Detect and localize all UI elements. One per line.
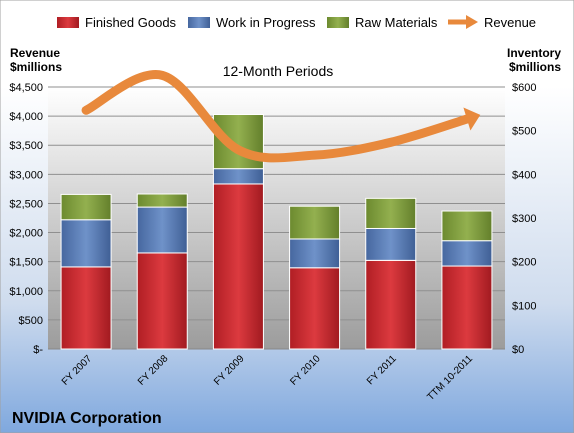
bar-work-in-progress [136,206,188,254]
bar-work-in-progress [60,219,112,268]
left-axis-ticks: $- $500 $1,000 $1,500 $2,000 $2,500 $3,000 $3,5… [9,82,43,356]
bar-raw-materials [365,197,417,229]
legend-swatch-finished-goods [57,17,79,28]
left-tick-label: $3,500 [9,140,43,152]
left-tick-label: $4,500 [9,82,43,94]
left-tick-label: $1,500 [9,257,43,269]
legend-swatch-revenue [448,15,478,29]
bar-finished-goods [60,266,112,350]
legend-label-finished-goods: Finished Goods [85,15,177,30]
bar-raw-materials [60,193,112,221]
legend-swatch-work-in-progress [188,17,210,28]
legend-label-revenue: Revenue [484,15,536,30]
right-axis-label-line1: Inventory [507,46,561,60]
left-tick-label: $500 [19,315,43,327]
chart-subtitle: 12-Month Periods [223,63,334,79]
right-tick-label: $300 [512,213,536,225]
legend-label-work-in-progress: Work in Progress [216,15,316,30]
right-axis-ticks: $0 $100 $200 $300 $400 $500 $600 [512,82,536,356]
right-tick-label: $400 [512,169,536,181]
bar-finished-goods [441,265,493,350]
bar-work-in-progress [441,240,493,267]
bar-work-in-progress [212,168,264,185]
bar-finished-goods [289,267,341,350]
legend-swatch-raw-materials [327,17,349,28]
left-axis-label-line2: $millions [10,60,62,74]
bar-work-in-progress [289,238,341,269]
bar-finished-goods [365,259,417,350]
legend: Finished Goods Work in Progress Raw Mate… [57,15,536,30]
bar-raw-materials [289,205,341,240]
right-axis-label-line2: $millions [509,60,561,74]
left-tick-label: $2,500 [9,198,43,210]
bar-stacks [60,114,493,350]
legend-label-raw-materials: Raw Materials [355,15,438,30]
bar-work-in-progress [365,227,417,261]
revenue-line-path [81,70,472,163]
revenue-line [81,70,481,163]
revenue-arrowhead [463,107,481,131]
left-tick-label: $- [33,344,43,356]
left-tick-label: $4,000 [9,111,43,123]
right-tick-label: $0 [512,344,524,356]
left-tick-label: $2,000 [9,228,43,240]
bar-finished-goods [212,183,264,350]
company-name: NVIDIA Corporation [12,410,162,427]
right-tick-label: $500 [512,126,536,138]
left-axis-label-line1: Revenue [10,46,60,60]
left-tick-label: $1,000 [9,286,43,298]
gridlines [48,86,505,350]
bar-finished-goods [136,252,188,350]
right-tick-label: $200 [512,257,536,269]
right-tick-label: $100 [512,300,536,312]
right-tick-label: $600 [512,82,536,94]
bar-raw-materials [136,193,188,208]
bar-raw-materials [441,210,493,242]
left-tick-label: $3,000 [9,169,43,181]
